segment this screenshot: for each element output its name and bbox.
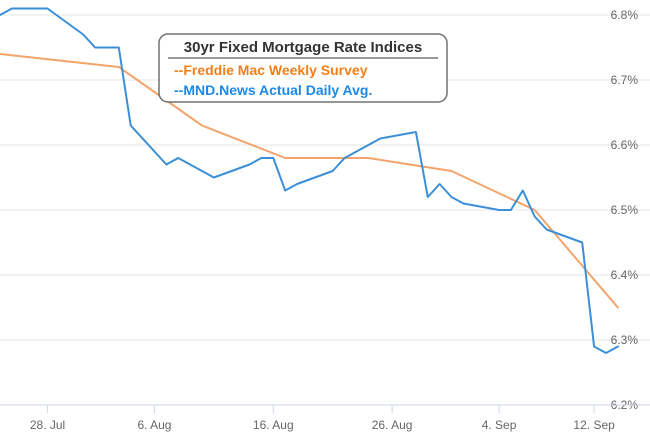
legend-box — [158, 33, 448, 103]
x-tick-label: 28. Jul — [30, 418, 65, 432]
legend: 30yr Fixed Mortgage Rate Indices --Fredd… — [158, 33, 448, 103]
series-line-freddie-mac — [0, 53, 619, 309]
x-tick-label: 26. Aug — [372, 418, 413, 432]
y-axis-ticks: 6.2%6.3%6.4%6.5%6.6%6.7%6.8% — [611, 8, 639, 412]
chart-title: 30yr Fixed Mortgage Rate Indices — [184, 39, 422, 56]
y-tick-label: 6.4% — [611, 268, 639, 282]
y-tick-label: 6.5% — [611, 203, 639, 217]
legend-entry-freddie-mac: --Freddie Mac Weekly Survey — [174, 62, 368, 78]
x-tick-label: 16. Aug — [253, 418, 294, 432]
series-lines — [0, 7, 619, 354]
y-tick-label: 6.8% — [611, 8, 639, 22]
x-tick-label: 4. Sep — [482, 418, 517, 432]
x-tick-label: 12. Sep — [573, 418, 615, 432]
y-tick-label: 6.3% — [611, 333, 639, 347]
legend-entry-mnd-daily: --MND.News Actual Daily Avg. — [174, 82, 372, 98]
x-axis: 28. Jul 6. Aug 16. Aug 26. Aug 4. Sep 12. Sep — [0, 404, 650, 432]
y-tick-label: 6.7% — [611, 73, 639, 87]
y-tick-label: 6.6% — [611, 138, 639, 152]
series-line-mnd-daily — [0, 7, 619, 354]
x-tick-label: 6. Aug — [137, 418, 171, 432]
